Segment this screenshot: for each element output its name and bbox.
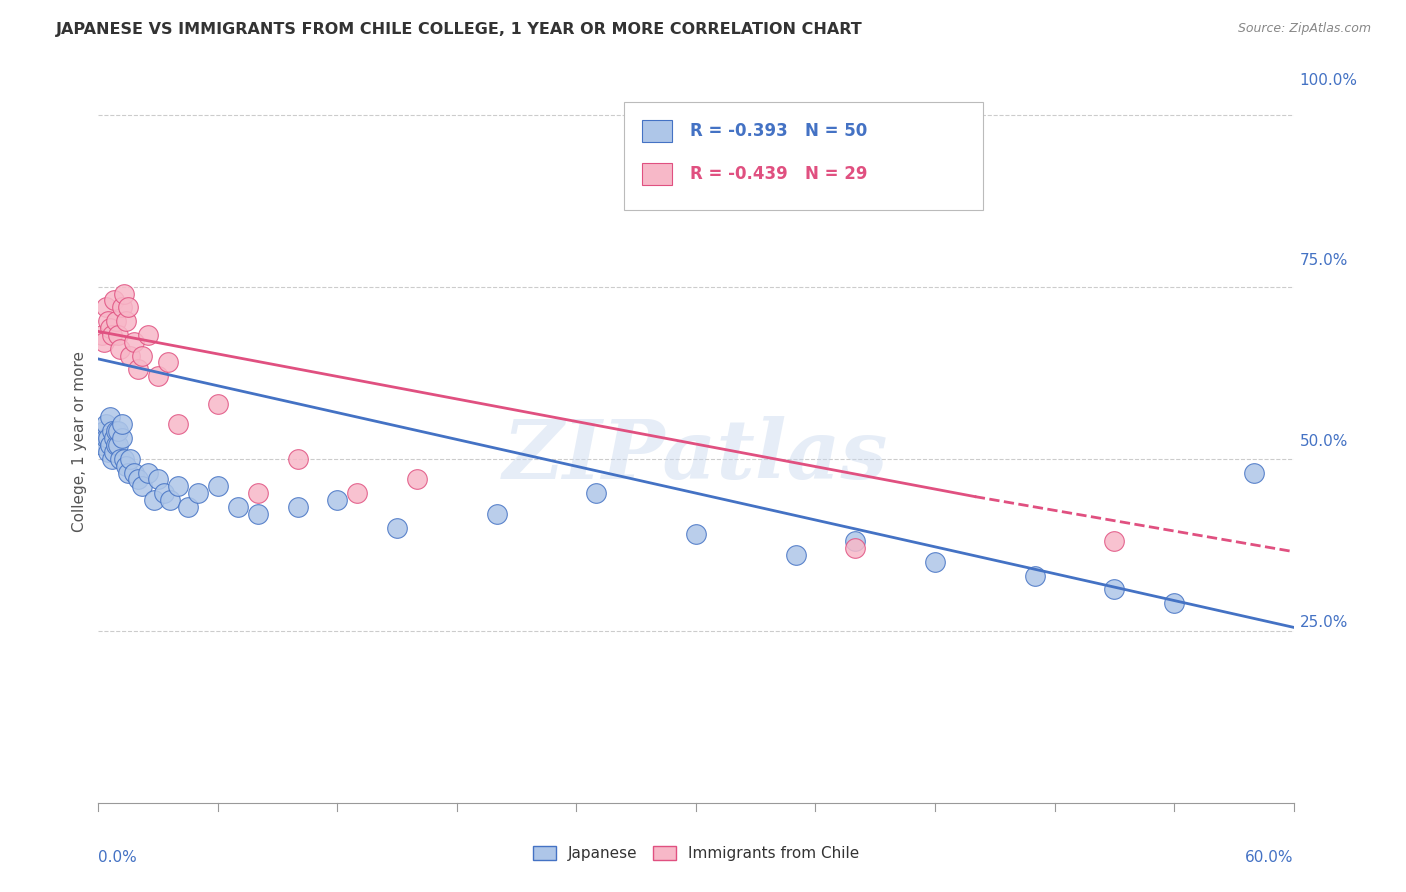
Point (101, 424, 124, 438)
Legend: Japanese, Immigrants from Chile: Japanese, Immigrants from Chile (527, 840, 865, 867)
Point (96, 301, 118, 315)
Point (844, 534, 866, 549)
Point (110, 342, 132, 356)
Point (97, 445, 120, 459)
Point (844, 541, 866, 556)
Text: 100.0%: 100.0% (1299, 73, 1358, 87)
Point (124, 466, 146, 480)
Point (101, 327, 124, 342)
Point (136, 327, 159, 342)
Point (287, 451, 309, 466)
Point (406, 472, 429, 486)
Point (924, 555, 946, 569)
Point (98, 410, 122, 425)
Point (226, 500, 249, 514)
Text: 50.0%: 50.0% (1299, 434, 1348, 449)
Point (112, 286, 135, 301)
Point (1104, 534, 1126, 549)
Point (207, 397, 229, 411)
Point (157, 355, 180, 369)
FancyBboxPatch shape (643, 120, 672, 142)
Point (110, 451, 132, 466)
Point (105, 438, 128, 452)
Point (93, 424, 115, 438)
Point (585, 486, 607, 500)
Point (107, 438, 129, 452)
Text: JAPANESE VS IMMIGRANTS FROM CHILE COLLEGE, 1 YEAR OR MORE CORRELATION CHART: JAPANESE VS IMMIGRANTS FROM CHILE COLLEG… (56, 22, 863, 37)
Point (143, 493, 166, 508)
Point (97, 314, 120, 328)
Point (187, 486, 209, 500)
Point (101, 451, 124, 466)
Point (148, 369, 170, 384)
Point (1104, 582, 1126, 597)
Point (112, 451, 135, 466)
Text: 0.0%: 0.0% (98, 850, 138, 864)
Point (111, 301, 134, 315)
Point (1243, 466, 1265, 480)
Point (105, 424, 128, 438)
Point (485, 507, 508, 521)
Y-axis label: College, 1 year or more: College, 1 year or more (72, 351, 87, 532)
Point (685, 527, 707, 541)
Point (148, 472, 170, 486)
Point (127, 472, 149, 486)
Point (167, 417, 190, 432)
Point (97, 431, 120, 445)
Point (105, 314, 128, 328)
Point (207, 479, 229, 493)
Point (93, 334, 115, 349)
Point (326, 493, 349, 508)
Point (153, 486, 176, 500)
Point (131, 349, 153, 363)
Point (167, 479, 190, 493)
FancyBboxPatch shape (624, 102, 983, 211)
Point (117, 301, 139, 315)
Point (115, 458, 138, 473)
Point (785, 548, 807, 562)
Point (287, 500, 309, 514)
Point (124, 334, 146, 349)
Point (98, 438, 122, 452)
Text: R = -0.439   N = 29: R = -0.439 N = 29 (690, 165, 868, 183)
Point (131, 479, 153, 493)
Point (120, 451, 142, 466)
Point (103, 445, 125, 459)
Text: 75.0%: 75.0% (1299, 253, 1348, 268)
FancyBboxPatch shape (643, 163, 672, 185)
Point (246, 507, 269, 521)
Point (91, 438, 114, 452)
Point (127, 362, 149, 376)
Point (98, 321, 122, 335)
Point (1163, 596, 1185, 610)
Point (91, 327, 114, 342)
Text: ZIPatlas: ZIPatlas (503, 416, 889, 496)
Text: Source: ZipAtlas.com: Source: ZipAtlas.com (1237, 22, 1371, 36)
Point (103, 293, 125, 308)
Text: 25.0%: 25.0% (1299, 615, 1348, 630)
Point (107, 424, 129, 438)
Point (96, 431, 118, 445)
Point (115, 314, 138, 328)
Point (159, 493, 181, 508)
Point (346, 486, 368, 500)
Point (103, 431, 125, 445)
Point (1024, 568, 1046, 582)
Point (96, 417, 118, 432)
Point (136, 466, 159, 480)
Point (117, 466, 139, 480)
Point (111, 417, 134, 432)
Point (385, 520, 409, 534)
Point (177, 500, 200, 514)
Text: 60.0%: 60.0% (1246, 850, 1294, 864)
Point (120, 349, 142, 363)
Point (107, 327, 129, 342)
Point (246, 486, 269, 500)
Point (111, 431, 134, 445)
Text: R = -0.393   N = 50: R = -0.393 N = 50 (690, 122, 868, 140)
